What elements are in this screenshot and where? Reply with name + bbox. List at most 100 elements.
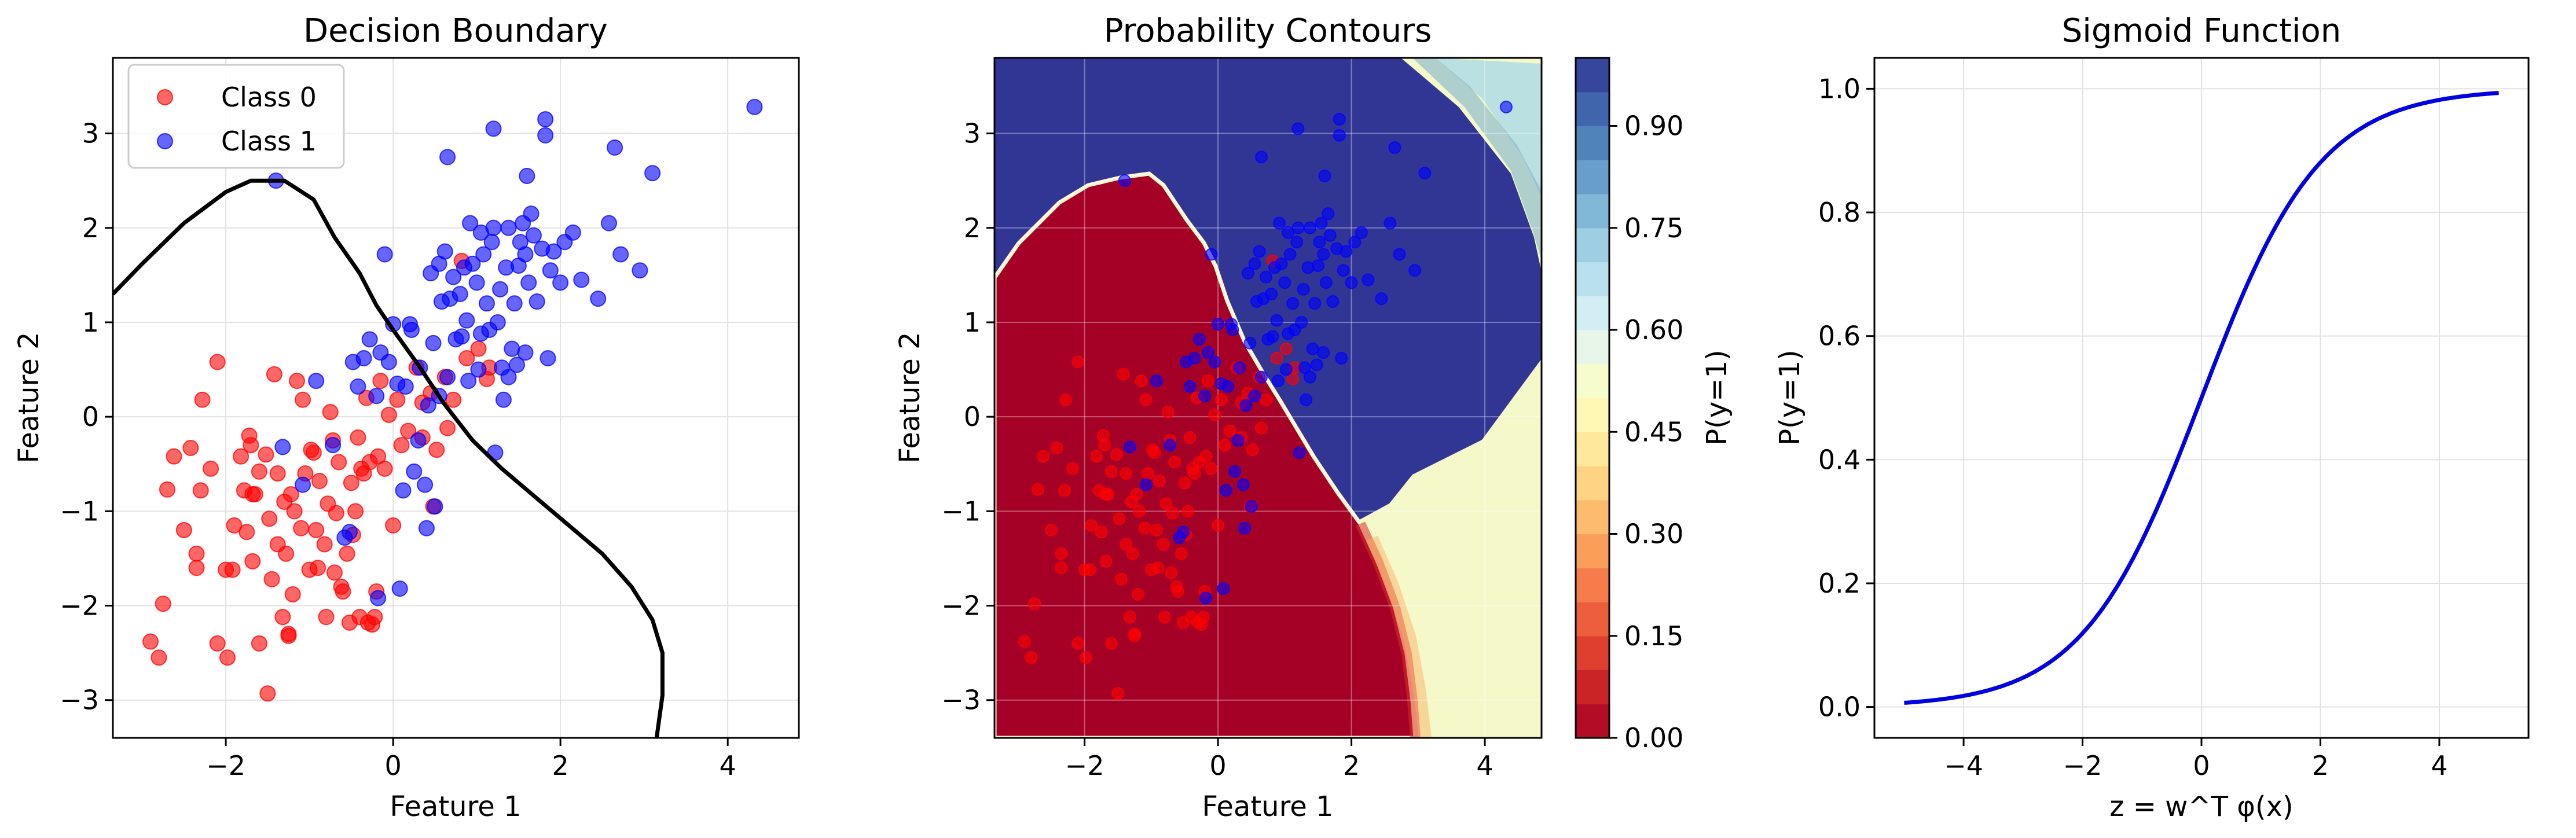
data-point-class-1 [504,340,520,357]
data-point-class-0 [188,545,205,562]
data-point-class-1 [478,295,495,312]
data-point-class-0 [380,406,397,423]
data-point-class-1 [525,227,542,244]
data-point-class-0 [280,627,297,644]
x-tick-label: −2 [2063,750,2102,781]
data-point-class-1 [1293,446,1306,460]
data-point-class-0 [1150,523,1164,536]
data-point-class-0 [1104,637,1118,650]
data-point-class-1 [537,111,554,128]
data-point-class-1 [380,354,397,370]
data-point-class-1 [1323,229,1337,242]
data-point-class-1 [460,373,477,389]
data-point-class-0 [1090,450,1103,463]
data-point-class-0 [439,420,456,436]
data-point-class-1 [475,246,492,263]
data-point-class-1 [1192,333,1206,346]
data-point-class-0 [1205,462,1218,475]
data-point-class-0 [1130,487,1143,501]
x-tick-label: −2 [1065,750,1104,781]
data-point-class-0 [288,373,305,389]
data-point-class-1 [517,344,534,361]
data-point-class-1 [1219,484,1232,497]
colorbar-level [1576,432,1609,466]
y-tick-label: −2 [60,590,99,622]
data-point-class-1 [1315,216,1328,230]
data-point-class-0 [1214,393,1228,406]
data-point-class-1 [439,149,456,166]
y-tick-label: −1 [941,495,981,527]
data-point-class-1 [417,476,434,493]
data-point-class-0 [400,422,417,439]
data-point-class-0 [155,596,171,612]
data-point-class-1 [458,312,475,329]
data-point-class-0 [282,486,299,502]
sigmoid-panel: −4 −2 0 2 4 0.0 0.2 0.4 0.6 0.8 1.0 Sigmoid Functi… [1774,12,2530,823]
data-point-class-0 [1161,405,1175,418]
data-point-class-1 [746,98,763,115]
data-point-class-0 [1135,374,1148,388]
data-point-class-1 [1241,267,1254,280]
data-point-class-0 [376,460,393,477]
transition-band-blue-fringe [1436,58,1542,197]
colorbar-level [1576,499,1609,535]
y-tick-label: −3 [941,685,981,716]
data-point-class-1 [1291,122,1305,135]
data-point-class-1 [520,274,537,291]
colorbar-frame [1575,57,1610,739]
data-point-class-1 [470,361,487,378]
data-point-class-0 [203,460,219,477]
colorbar-level [1576,398,1609,432]
data-point-class-0 [192,482,209,499]
x-axis-label: z = w^T φ(x) [2109,791,2294,823]
data-point-class-0 [1095,525,1108,539]
data-point-class-1 [500,219,517,236]
data-point-class-1 [1300,393,1313,406]
data-point-class-1 [1245,500,1258,513]
x-axis-label: Feature 1 [1202,791,1333,823]
data-point-class-1 [1393,248,1406,261]
data-point-class-1 [1279,363,1293,376]
y-tick-label: 2 [964,212,981,244]
data-point-class-0 [1218,439,1231,452]
data-point-class-0 [1168,455,1181,469]
data-point-class-0 [1171,585,1184,598]
data-point-class-1 [1248,257,1261,270]
data-point-class-1 [573,271,590,288]
data-point-class-0 [343,475,359,491]
data-point-class-1 [439,369,456,385]
data-point-class-0 [1133,505,1146,518]
colorbar-tick-label: 0.60 [1624,314,1683,346]
colorbar-tick-label: 0.45 [1624,416,1683,447]
data-point-class-0 [194,391,211,408]
data-point-class-1 [1275,257,1288,270]
data-point-class-0 [209,635,226,652]
data-point-class-0 [331,454,347,471]
data-point-class-0 [244,553,261,569]
y-tick-label: 3 [82,118,99,149]
data-point-class-1 [1278,276,1291,289]
data-point-class-1 [453,328,470,345]
data-point-class-0 [258,446,274,463]
data-point-class-1 [1290,236,1304,249]
data-point-class-1 [545,243,562,260]
data-point-class-0 [470,340,487,357]
data-point-class-1 [1238,521,1252,535]
data-point-class-1 [1310,358,1323,372]
colorbar-tick-label: 0.75 [1624,212,1683,244]
data-point-class-1 [612,246,629,263]
data-point-class-1 [295,476,311,493]
data-point-class-1 [427,498,443,515]
data-point-class-0 [1175,547,1188,560]
data-point-class-1 [1333,128,1346,142]
data-point-class-0 [1055,561,1068,575]
data-point-class-0 [1072,355,1085,369]
orange-transition-edge [1366,535,1432,738]
data-point-class-0 [1117,367,1130,381]
data-point-class-1 [540,350,556,366]
data-point-class-1 [462,215,479,231]
data-point-class-1 [431,255,447,272]
data-point-class-0 [1165,566,1178,579]
data-point-class-1 [1188,351,1201,365]
data-point-class-1 [495,391,512,408]
